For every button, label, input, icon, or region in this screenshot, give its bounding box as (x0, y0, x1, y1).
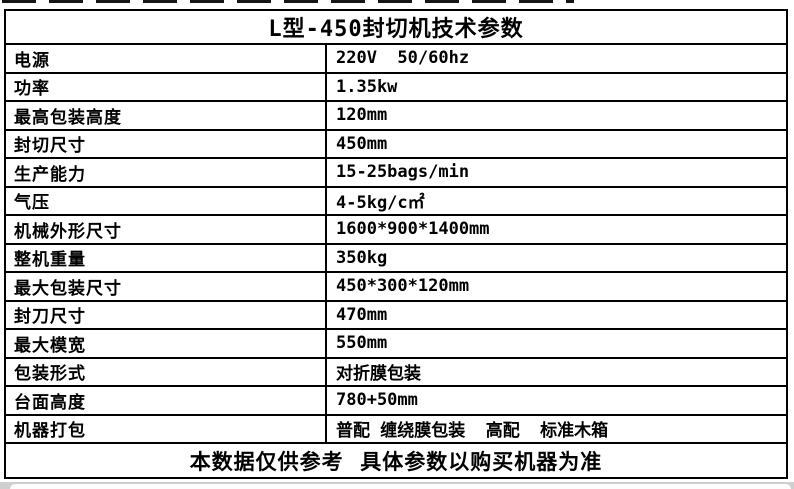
spec-value: 普配 缠绕膜包装 高配 标准木箱 (336, 421, 609, 442)
spec-label: 机械外形尺寸 (6, 216, 327, 243)
spec-table: L型-450封切机技术参数 电源 220V 50/60hz 功率 1.35kw … (4, 9, 788, 479)
spec-value: 1600*900*1400mm (336, 219, 490, 240)
spec-label: 最大模宽 (6, 330, 327, 357)
spec-value: 350kg (336, 247, 388, 268)
top-dashed-line (2, 0, 574, 3)
spec-value: 120mm (336, 105, 388, 126)
table-row: 整机重量 350kg (6, 244, 786, 273)
table-row: 生产能力 15-25bags/min (6, 159, 786, 188)
table-row: 最高包装高度 120mm (6, 102, 786, 131)
spec-value: 450*300*120mm (336, 276, 470, 297)
table-row: 封刀尺寸 470mm (6, 301, 786, 330)
table-title: L型-450封切机技术参数 (6, 11, 786, 45)
table-row: 最大包装尺寸 450*300*120mm (6, 273, 786, 302)
spec-label: 封刀尺寸 (6, 301, 327, 328)
spec-value: 780+50mm (336, 390, 418, 411)
spec-label: 台面高度 (6, 387, 327, 414)
table-footer-note: 本数据仅供参考 具体参数以购买机器为准 (189, 449, 603, 474)
spec-value: 550mm (336, 333, 388, 354)
spec-label: 电源 (6, 45, 327, 72)
spec-label: 最大包装尺寸 (6, 273, 327, 300)
table-row: 台面高度 780+50mm (6, 387, 786, 416)
table-row: 机器打包 普配 缠绕膜包装 高配 标准木箱 (6, 415, 786, 444)
table-row: 封切尺寸 450mm (6, 130, 786, 159)
spec-label: 机器打包 (6, 415, 327, 442)
spec-value: 1.35kw (336, 76, 398, 97)
spec-value: 对折膜包装 (336, 364, 421, 385)
spec-value: 470mm (336, 304, 388, 325)
spec-label: 气压 (6, 187, 327, 214)
table-row: 功率 1.35kw (6, 73, 786, 102)
table-row: 机械外形尺寸 1600*900*1400mm (6, 216, 786, 245)
spec-label: 功率 (6, 73, 327, 100)
bottom-gray-strip (0, 482, 794, 489)
spec-label: 最高包装高度 (6, 102, 327, 129)
table-row: 气压 4-5kg/c㎡ (6, 187, 786, 216)
table-row: 电源 220V 50/60hz (6, 45, 786, 74)
table-row: 包装形式 对折膜包装 (6, 358, 786, 387)
spec-label: 整机重量 (6, 244, 327, 271)
bottom-strip-inner (10, 484, 791, 489)
spec-value: 450mm (336, 133, 388, 154)
spec-label: 包装形式 (6, 358, 327, 385)
spec-value: 15-25bags/min (336, 162, 470, 183)
spec-label: 封切尺寸 (6, 130, 327, 157)
spec-value: 4-5kg/c㎡ (336, 193, 425, 214)
spec-label: 生产能力 (6, 159, 327, 186)
spec-value: 220V 50/60hz (336, 48, 470, 69)
table-row: 最大模宽 550mm (6, 330, 786, 359)
